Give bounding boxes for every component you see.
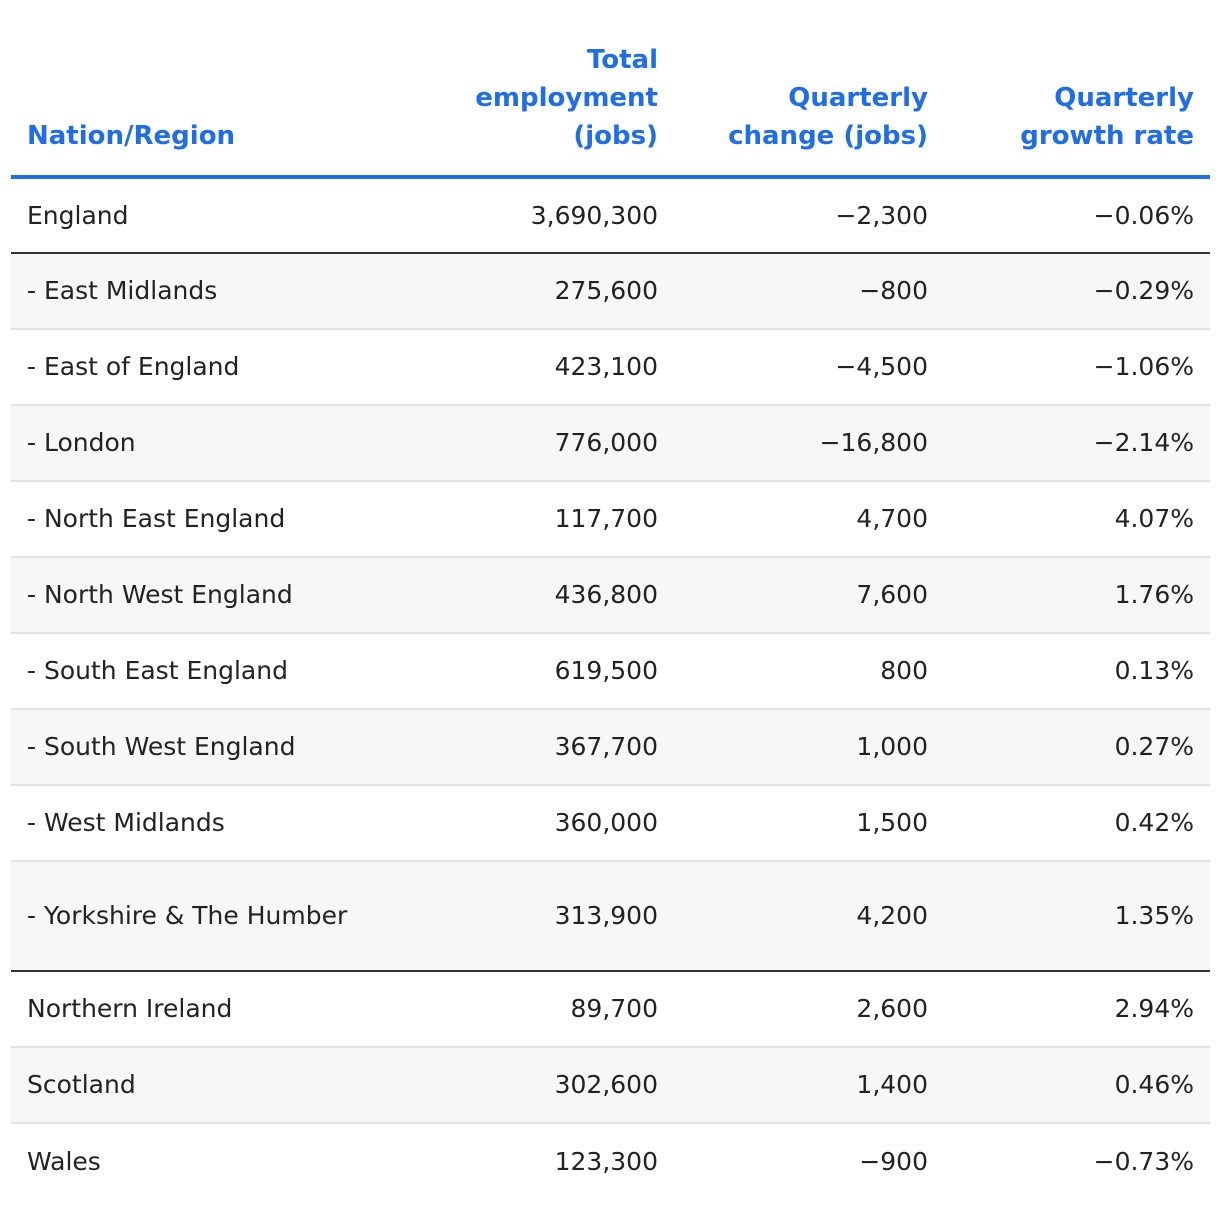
- cell-growth: 0.13%: [944, 633, 1210, 710]
- cell-region: - London: [11, 405, 394, 482]
- cell-region: England: [11, 177, 394, 254]
- cell-region: - North East England: [11, 481, 394, 558]
- cell-change: 4,700: [674, 481, 944, 558]
- cell-change: 2,600: [674, 971, 944, 1048]
- cell-change: −800: [674, 253, 944, 330]
- cell-growth: −0.29%: [944, 253, 1210, 330]
- cell-total: 123,300: [554, 1146, 658, 1176]
- table-row-north-west-england: - North West England 436,800 7,600 1.76%: [11, 557, 1210, 634]
- cell-change: 7,600: [674, 557, 944, 634]
- cell-total: 117,700: [394, 481, 674, 558]
- cell-region: Northern Ireland: [11, 971, 394, 1048]
- cell-total: 275,600: [394, 253, 674, 330]
- cell-growth: 1.76%: [944, 557, 1210, 634]
- cell-total: 3,690,300: [394, 177, 674, 254]
- header-nation-region[interactable]: Nation/Region: [11, 0, 394, 179]
- table-row-northern-ireland: Northern Ireland 89,700 2,600 2.94%: [11, 971, 1210, 1048]
- cell-growth: 0.42%: [944, 785, 1210, 862]
- cell-total: 436,800: [394, 557, 674, 634]
- cell-change: 800: [674, 633, 944, 710]
- cell-change: −900: [859, 1146, 928, 1176]
- cell-total: 423,100: [394, 329, 674, 406]
- table-row-east-midlands: - East Midlands 275,600 −800 −0.29%: [11, 253, 1210, 330]
- cell-total: 776,000: [394, 405, 674, 482]
- table-row-east-of-england: - East of England 423,100 −4,500 −1.06%: [11, 329, 1210, 406]
- table-row-west-midlands: - West Midlands 360,000 1,500 0.42%: [11, 785, 1210, 862]
- table-row-north-east-england: - North East England 117,700 4,700 4.07%: [11, 481, 1210, 558]
- table-row-scotland: Scotland 302,600 1,400 0.46%: [11, 1047, 1210, 1124]
- cell-region: - North West England: [11, 557, 394, 634]
- cell-total: 619,500: [394, 633, 674, 710]
- table-row-south-east-england: - South East England 619,500 800 0.13%: [11, 633, 1210, 710]
- table-row-england: England 3,690,300 −2,300 −0.06%: [11, 177, 1210, 254]
- header-total-employment[interactable]: Total employment (jobs): [394, 0, 674, 179]
- cell-change: −2,300: [674, 177, 944, 254]
- cell-growth: 2.94%: [944, 971, 1210, 1048]
- cell-region: Scotland: [11, 1047, 394, 1124]
- cell-change: 1,400: [674, 1047, 944, 1124]
- cell-growth: 4.07%: [944, 481, 1210, 558]
- cell-region: Wales: [27, 1146, 101, 1176]
- table-row-wales: Wales 123,300 −900 −0.73%: [11, 1123, 1210, 1199]
- cell-change: −4,500: [674, 329, 944, 406]
- employment-table: Nation/Region Total employment (jobs) Qu…: [11, 0, 1210, 1199]
- cell-region: - East Midlands: [11, 253, 394, 330]
- header-quarterly-growth-rate[interactable]: Quarterly growth rate: [944, 0, 1210, 179]
- cell-growth: 0.27%: [944, 709, 1210, 786]
- cell-change: 1,000: [674, 709, 944, 786]
- cell-growth: −2.14%: [944, 405, 1210, 482]
- table-header-row: Nation/Region Total employment (jobs) Qu…: [11, 0, 1210, 179]
- cell-growth: −0.06%: [944, 177, 1210, 254]
- cell-growth: 1.35%: [944, 861, 1210, 972]
- cell-total: 313,900: [394, 861, 674, 972]
- cell-total: 360,000: [394, 785, 674, 862]
- cell-growth: −1.06%: [944, 329, 1210, 406]
- cell-region: - South West England: [11, 709, 394, 786]
- cell-change: −16,800: [674, 405, 944, 482]
- cell-change: 1,500: [674, 785, 944, 862]
- header-quarterly-change[interactable]: Quarterly change (jobs): [674, 0, 944, 179]
- cell-region: - East of England: [11, 329, 394, 406]
- employment-table-container: Nation/Region Total employment (jobs) Qu…: [11, 0, 1210, 1199]
- cell-total: 89,700: [394, 971, 674, 1048]
- cell-total: 367,700: [394, 709, 674, 786]
- cell-growth: −0.73%: [1093, 1146, 1194, 1176]
- cell-change: 4,200: [674, 861, 944, 972]
- cell-region: - Yorkshire & The Humber: [11, 861, 394, 972]
- cell-region: - South East England: [11, 633, 394, 710]
- table-row-london: - London 776,000 −16,800 −2.14%: [11, 405, 1210, 482]
- table-row-south-west-england: - South West England 367,700 1,000 0.27%: [11, 709, 1210, 786]
- table-row-yorkshire-humber: - Yorkshire & The Humber 313,900 4,200 1…: [11, 861, 1210, 972]
- cell-region: - West Midlands: [11, 785, 394, 862]
- cell-growth: 0.46%: [944, 1047, 1210, 1124]
- cell-total: 302,600: [394, 1047, 674, 1124]
